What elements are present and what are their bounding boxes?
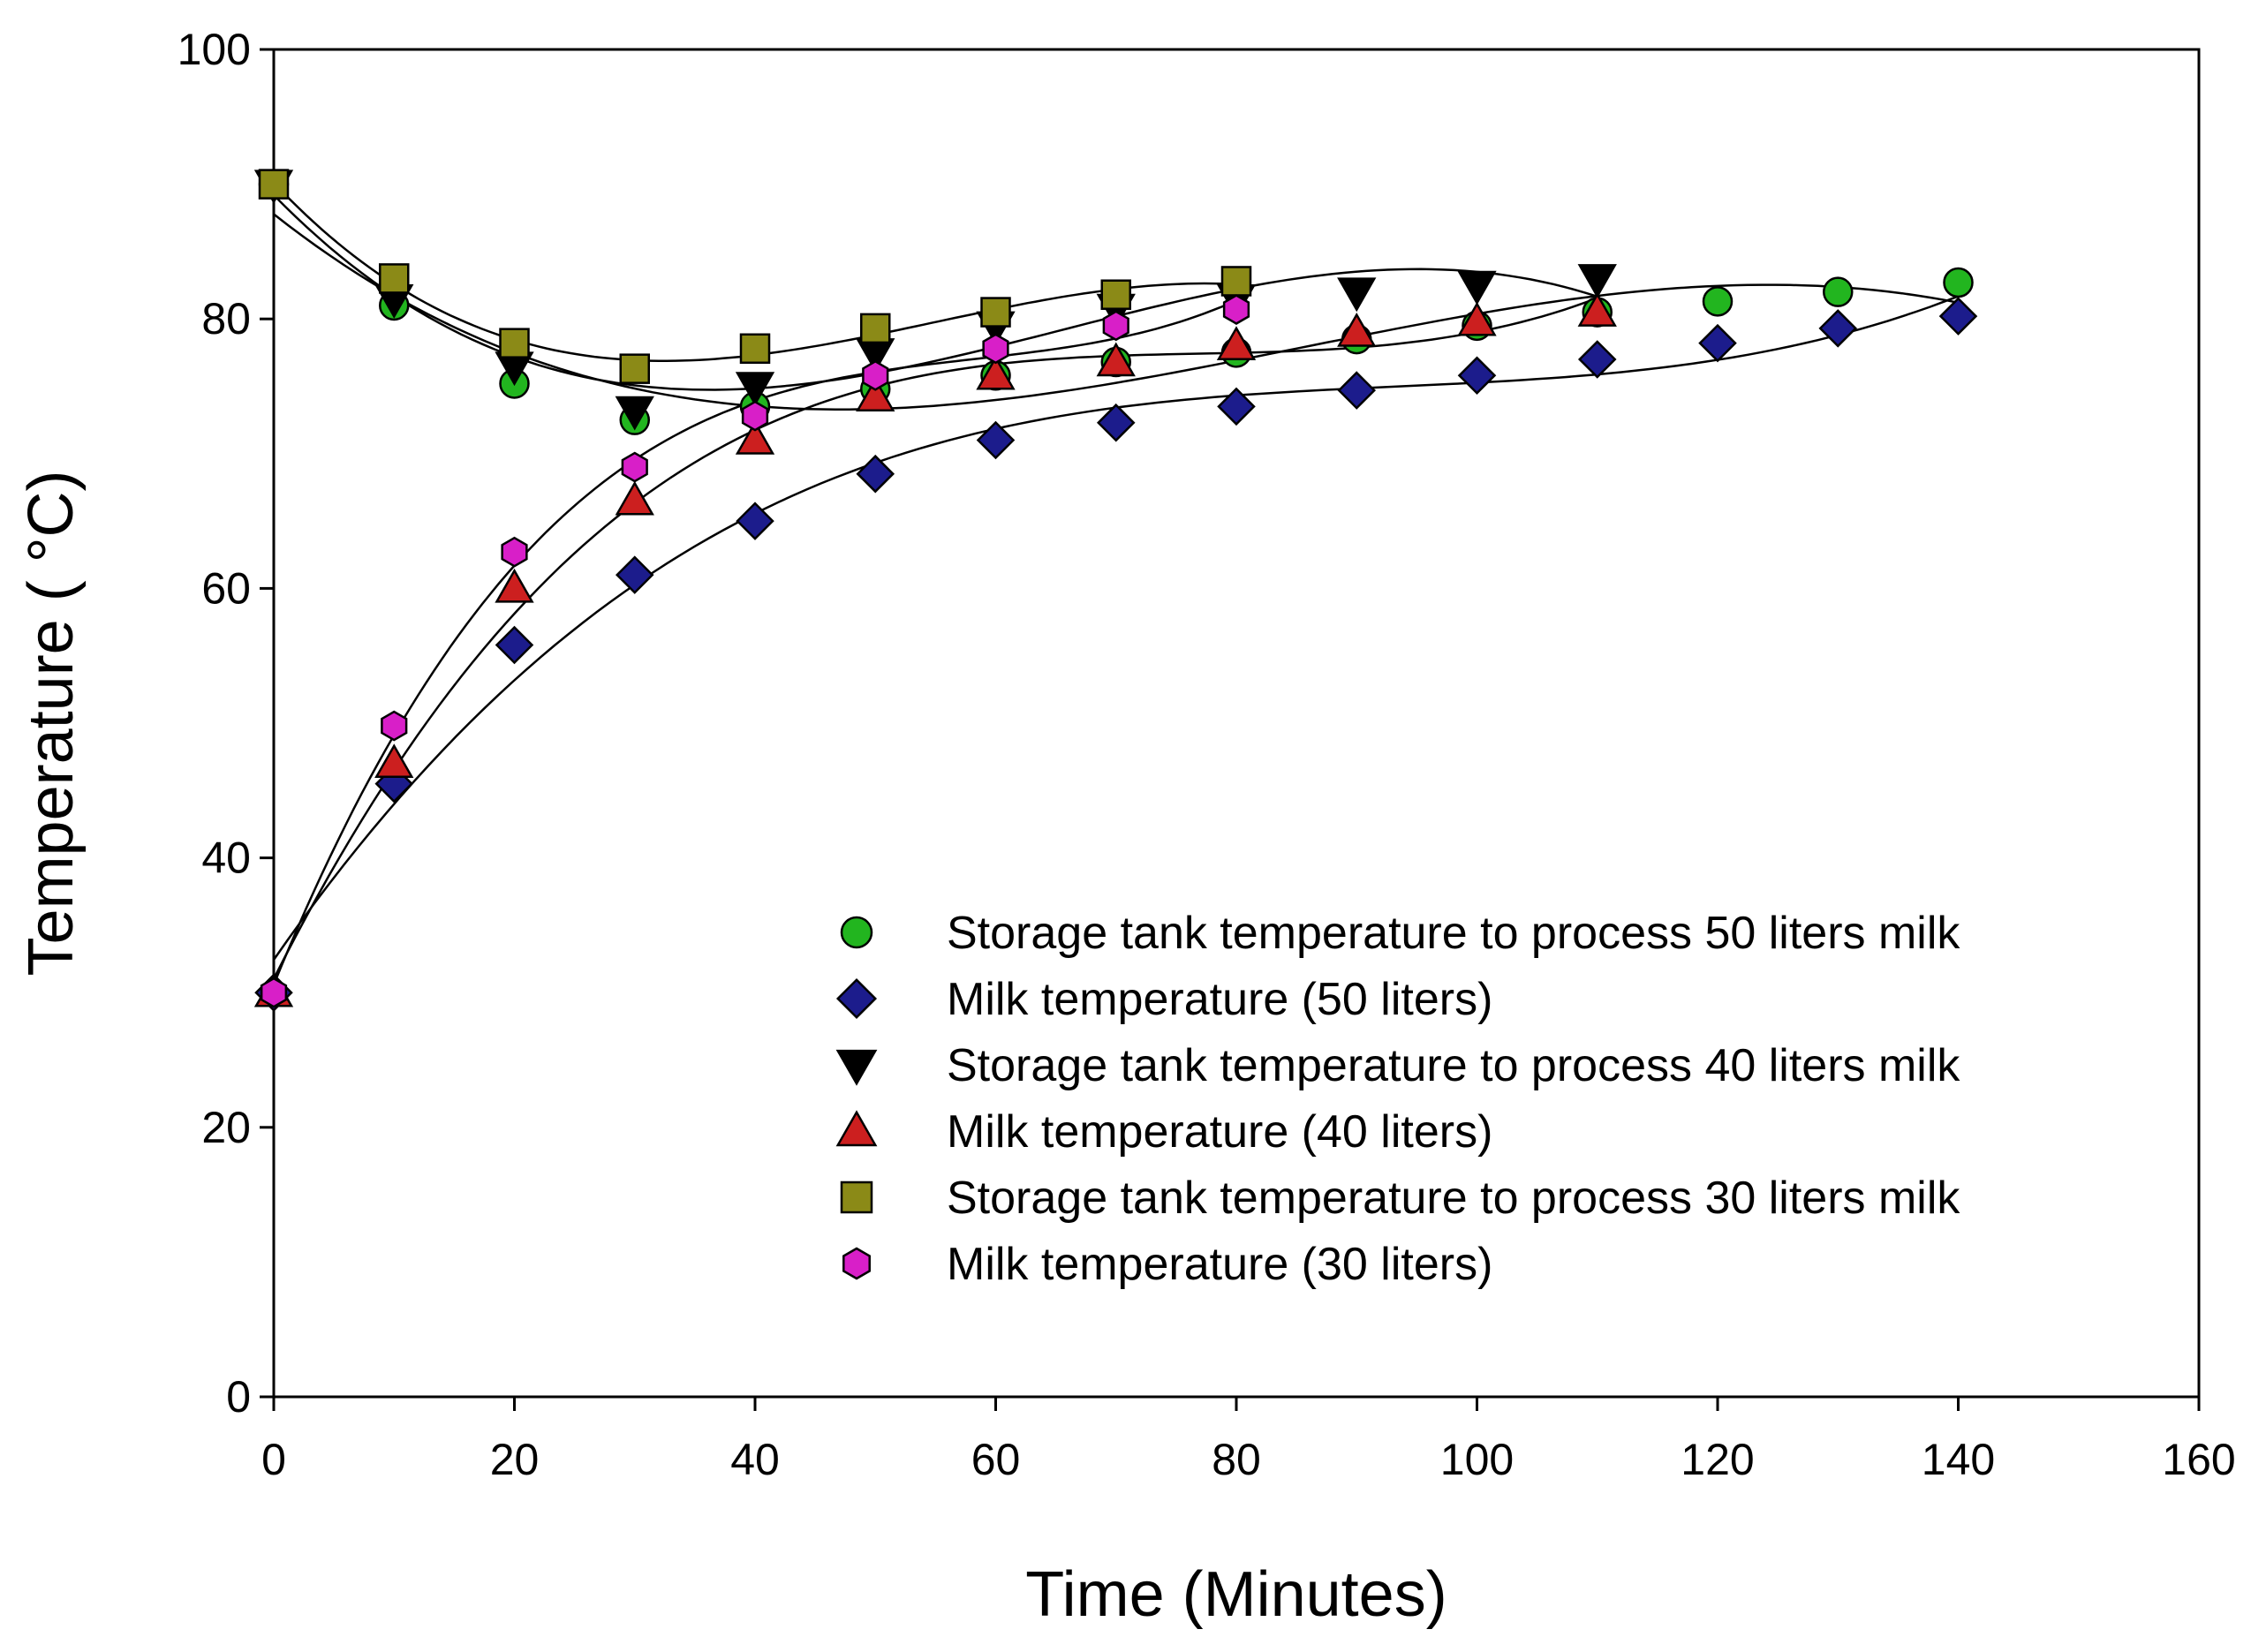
data-point-square (619, 353, 650, 384)
x-axis-title: Time (Minutes) (1025, 1559, 1447, 1630)
legend-marker-triangle-down (835, 1049, 878, 1086)
data-point-square (1220, 266, 1252, 297)
data-point-diamond (1698, 323, 1737, 363)
fit-line (273, 213, 1959, 411)
y-tick-label: 100 (178, 25, 251, 74)
fit-line (272, 297, 1598, 980)
data-point-triangle-up (1457, 301, 1497, 336)
data-point-triangle-up (1337, 312, 1377, 347)
legend-label: Storage tank temperature to process 40 l… (947, 1040, 1960, 1091)
legend-marker-square (840, 1181, 873, 1214)
legend-marker-diamond (835, 977, 878, 1020)
x-tick-label: 80 (1212, 1435, 1261, 1484)
data-point-triangle-down (1457, 270, 1497, 306)
y-tick-label: 60 (201, 563, 251, 613)
x-tick-label: 160 (2162, 1435, 2235, 1484)
data-point-triangle-up (615, 480, 654, 516)
data-points (253, 169, 1978, 1012)
data-point-hexagon (1102, 310, 1129, 342)
data-point-triangle-up (1216, 326, 1257, 360)
x-tick-label: 140 (1922, 1435, 1995, 1484)
data-point-triangle-down (1337, 277, 1377, 313)
data-point-triangle-down (735, 372, 775, 407)
data-point-square (379, 263, 410, 294)
legend-label: Milk temperature (30 liters) (947, 1239, 1492, 1290)
data-point-circle (1823, 276, 1854, 307)
legend-marker-circle (840, 916, 873, 949)
data-point-hexagon (381, 710, 408, 742)
data-point-hexagon (741, 400, 769, 432)
data-point-triangle-up (1096, 342, 1136, 377)
data-point-diamond (1938, 297, 1978, 336)
data-point-square (860, 313, 891, 344)
legend-label: Storage tank temperature to process 30 l… (947, 1173, 1960, 1224)
x-tick-label: 120 (1681, 1435, 1754, 1484)
data-point-triangle-up (735, 420, 775, 455)
data-point-square (739, 333, 771, 365)
data-point-diamond (736, 502, 774, 540)
data-point-diamond (1337, 371, 1377, 410)
legend-marker-triangle-up (835, 1110, 878, 1147)
fit-line (272, 295, 1959, 961)
data-point-triangle-down (615, 396, 654, 431)
legend-label: Milk temperature (50 liters) (947, 974, 1492, 1025)
data-point-diamond (1818, 309, 1858, 348)
data-point-hexagon (260, 977, 288, 1008)
data-point-diamond (856, 454, 895, 494)
data-point-diamond (495, 625, 534, 665)
x-tick-label: 100 (1440, 1435, 1514, 1484)
fit-line (273, 194, 1598, 391)
data-point-diamond (1457, 356, 1497, 396)
data-point-triangle-up (374, 743, 414, 779)
data-point-triangle-down (1577, 264, 1617, 298)
data-point-hexagon (982, 333, 1009, 365)
y-tick-label: 20 (201, 1103, 251, 1152)
data-point-square (1100, 279, 1131, 310)
data-point-square (499, 328, 530, 358)
data-point-triangle-up (976, 355, 1016, 390)
x-tick-label: 60 (971, 1435, 1021, 1484)
data-point-hexagon (862, 359, 889, 391)
data-point-square (258, 169, 290, 200)
data-point-hexagon (1222, 294, 1250, 325)
y-axis-title: Temperature ( °C) (16, 471, 87, 977)
data-point-diamond (1096, 403, 1136, 442)
legend: Storage tank temperature to process 50 l… (835, 908, 1960, 1290)
y-tick-label: 40 (201, 834, 251, 883)
x-tick-label: 20 (490, 1435, 540, 1484)
data-point-diamond (976, 420, 1016, 460)
x-tick-label: 40 (730, 1435, 780, 1484)
legend-label: Storage tank temperature to process 50 l… (947, 908, 1960, 959)
data-point-diamond (1217, 387, 1256, 426)
data-point-square (980, 297, 1011, 328)
y-axis-ticks: 0 20 40 60 80 100 (178, 25, 274, 1422)
legend-marker-hexagon (842, 1247, 871, 1280)
y-tick-label: 0 (226, 1372, 251, 1422)
data-point-circle (1943, 267, 1974, 298)
data-point-hexagon (621, 451, 648, 483)
data-point-diamond (1577, 340, 1617, 379)
data-point-triangle-up (1577, 292, 1617, 327)
legend-label: Milk temperature (40 liters) (947, 1106, 1492, 1158)
data-point-hexagon (501, 536, 528, 568)
data-point-circle (1702, 286, 1734, 317)
x-tick-label: 0 (261, 1435, 286, 1484)
x-axis-ticks: 0 20 40 60 80 100 120 140 160 (261, 1397, 2236, 1484)
data-point-triangle-up (495, 568, 534, 603)
data-point-diamond (615, 555, 654, 594)
y-tick-label: 80 (201, 294, 251, 343)
data-point-triangle-up (856, 377, 895, 411)
